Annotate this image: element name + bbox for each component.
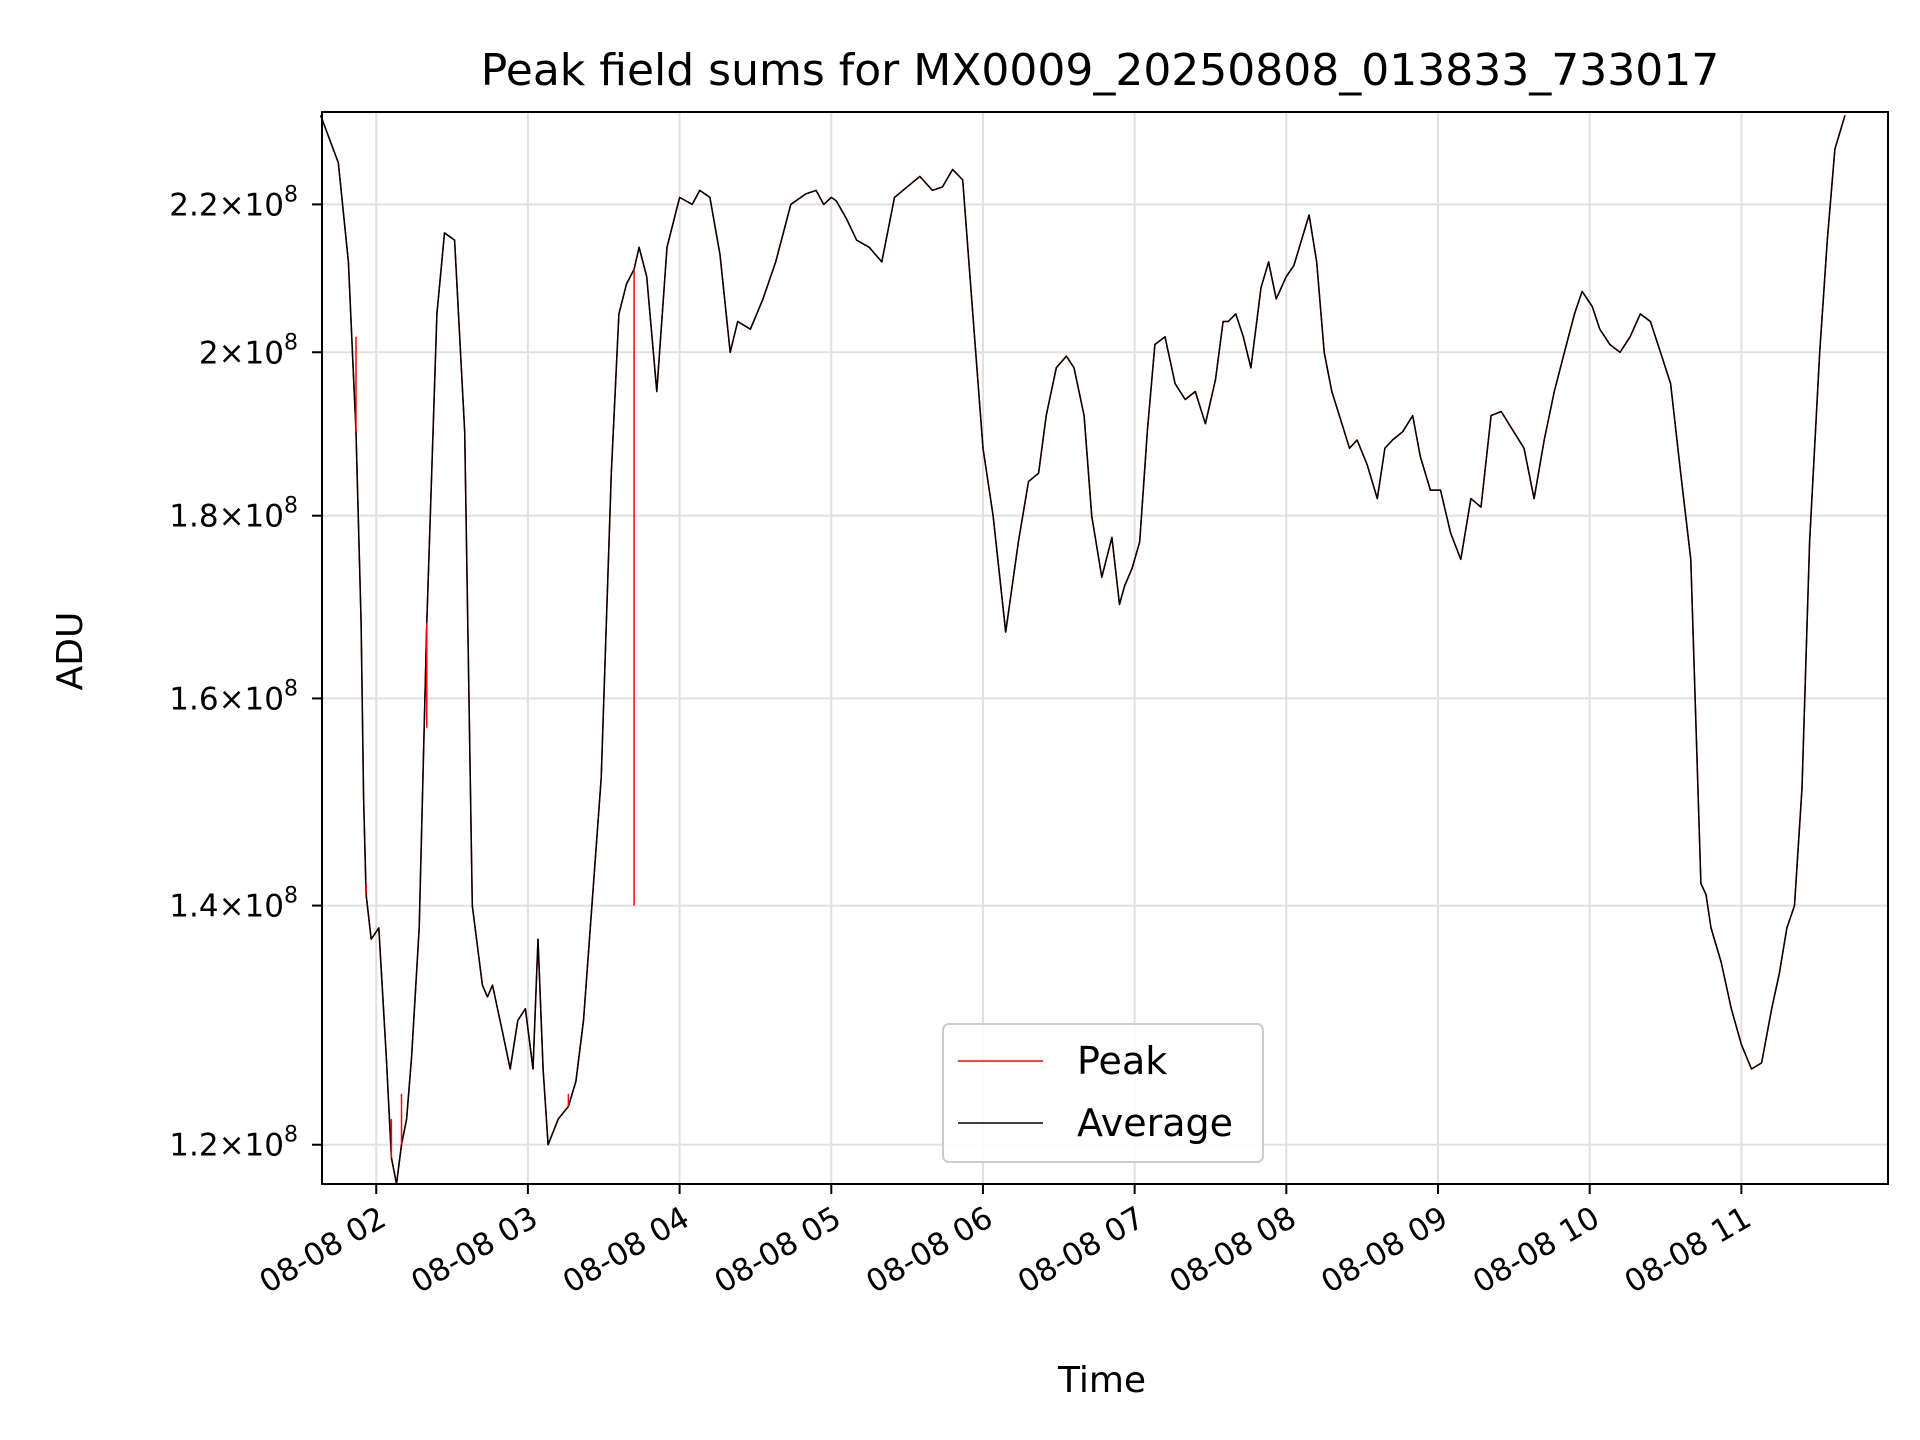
y-tick-label: 1.4×108 xyxy=(169,884,298,925)
y-tick-label: 1.2×108 xyxy=(169,1123,298,1164)
legend-peak-label: Peak xyxy=(1077,1039,1167,1083)
x-axis-label: Time xyxy=(1057,1360,1146,1401)
series-lines xyxy=(319,115,1846,1185)
legend-box xyxy=(942,1023,1264,1163)
chart-title: Peak field sums for MX0009_20250808_0138… xyxy=(481,45,1719,96)
y-tick-label: 1.8×108 xyxy=(169,494,298,535)
y-tick-label: 2.2×108 xyxy=(169,182,298,223)
y-axis-label: ADU xyxy=(50,612,91,691)
legend: Peak Average xyxy=(942,1023,1264,1163)
series-line-average xyxy=(319,115,1846,1185)
plot-frame xyxy=(321,111,1889,1185)
y-axis-ticks: 1.2×108 1.4×108 1.6×108 1.8×108 2×108 2.2×108 xyxy=(169,182,322,1164)
y-tick-label: 2×108 xyxy=(199,330,298,371)
y-tick-label: 1.6×108 xyxy=(169,676,298,717)
legend-average-label: Average xyxy=(1077,1101,1233,1145)
